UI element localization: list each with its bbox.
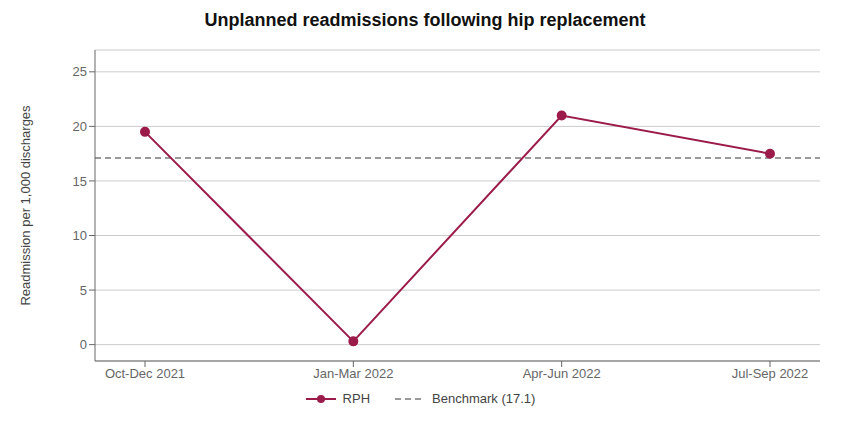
svg-text:Apr-Jun 2022: Apr-Jun 2022: [523, 366, 601, 381]
svg-text:Readmission per 1,000 discharg: Readmission per 1,000 discharges: [18, 105, 33, 306]
svg-text:Jul-Sep 2022: Jul-Sep 2022: [732, 366, 809, 381]
html-text:Unplanned readmissions followi: Unplanned readmissions following hip rep…: [204, 10, 646, 30]
svg-text:15: 15: [73, 174, 87, 189]
svg-text:20: 20: [73, 119, 87, 134]
svg-text:0: 0: [80, 337, 87, 352]
html-text:Benchmark (17.1): Benchmark (17.1): [432, 391, 536, 406]
svg-text:5: 5: [80, 283, 87, 298]
html-text:RPH: RPH: [342, 391, 371, 406]
svg-text:Jan-Mar 2022: Jan-Mar 2022: [313, 366, 393, 381]
svg-text:Oct-Dec 2021: Oct-Dec 2021: [105, 366, 185, 381]
svg-text:25: 25: [73, 64, 87, 79]
svg-text:10: 10: [73, 228, 87, 243]
